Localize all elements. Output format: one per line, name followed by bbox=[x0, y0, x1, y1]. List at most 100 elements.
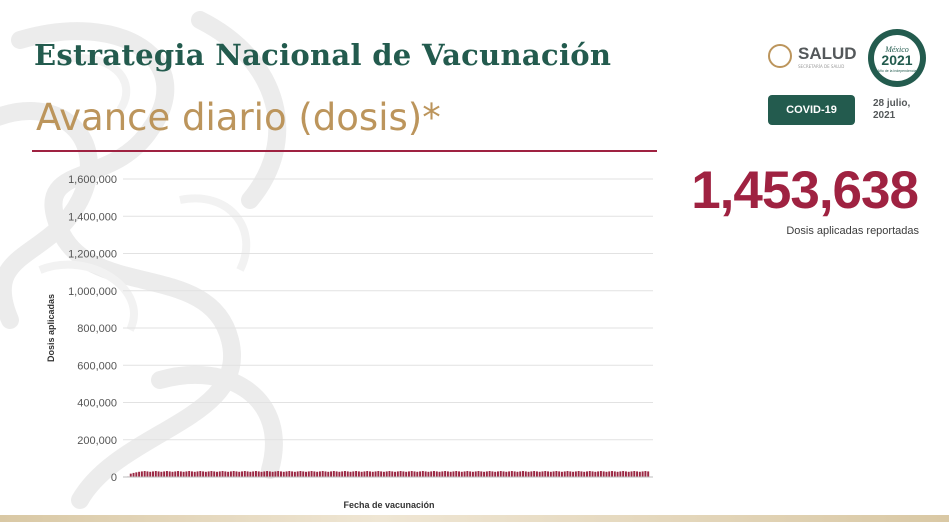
bar bbox=[204, 471, 207, 477]
bar bbox=[249, 471, 252, 477]
bar bbox=[485, 471, 488, 477]
bar bbox=[277, 471, 280, 477]
bar bbox=[349, 471, 352, 477]
bar bbox=[235, 471, 238, 477]
x-axis-label: Fecha de vacunación bbox=[343, 500, 434, 510]
y-tick-label: 600,000 bbox=[77, 360, 117, 372]
bar bbox=[533, 471, 536, 477]
bar bbox=[352, 471, 355, 477]
bar bbox=[160, 471, 163, 477]
bar bbox=[254, 471, 257, 477]
bar bbox=[282, 471, 285, 477]
bar bbox=[330, 471, 333, 477]
bar bbox=[224, 471, 227, 477]
bar bbox=[499, 471, 502, 477]
bar bbox=[274, 471, 277, 477]
bar bbox=[399, 471, 402, 477]
bar bbox=[293, 471, 296, 477]
bar bbox=[549, 471, 552, 477]
bar bbox=[394, 471, 397, 477]
bar bbox=[355, 471, 358, 477]
bar bbox=[466, 471, 469, 477]
bar bbox=[569, 471, 572, 477]
bar bbox=[474, 471, 477, 477]
bar bbox=[435, 471, 438, 477]
bar bbox=[129, 473, 132, 477]
bar bbox=[288, 471, 291, 477]
bar bbox=[619, 471, 622, 477]
bar bbox=[572, 471, 575, 477]
bar bbox=[591, 471, 594, 477]
bar bbox=[455, 471, 458, 477]
bar bbox=[179, 471, 182, 477]
bar bbox=[221, 471, 224, 477]
y-tick-label: 800,000 bbox=[77, 323, 117, 335]
emblem-line1: México bbox=[884, 45, 909, 54]
bar bbox=[246, 471, 249, 477]
bar bbox=[163, 471, 166, 477]
bar bbox=[430, 471, 433, 477]
bar bbox=[149, 471, 152, 477]
bar bbox=[444, 471, 447, 477]
bar bbox=[519, 471, 522, 477]
bar bbox=[385, 471, 388, 477]
bar bbox=[188, 471, 191, 477]
bar bbox=[480, 471, 483, 477]
bar bbox=[152, 471, 154, 477]
bar bbox=[366, 471, 369, 477]
bar bbox=[622, 471, 625, 477]
bar bbox=[508, 471, 511, 477]
covid-badge: COVID-19 bbox=[768, 95, 855, 125]
bar bbox=[207, 471, 210, 477]
bar bbox=[341, 471, 344, 477]
bar bbox=[413, 471, 416, 477]
bar bbox=[227, 471, 230, 477]
bar bbox=[460, 471, 463, 477]
bar bbox=[210, 471, 213, 477]
y-tick-label: 1,000,000 bbox=[68, 286, 117, 298]
bar bbox=[346, 471, 349, 477]
y-axis-label: Dosis aplicadas bbox=[46, 294, 56, 362]
bar bbox=[605, 471, 608, 477]
bar bbox=[588, 471, 591, 477]
bar bbox=[516, 471, 519, 477]
bar bbox=[630, 471, 633, 477]
bar bbox=[185, 471, 188, 477]
bar bbox=[271, 471, 274, 477]
bar bbox=[374, 471, 377, 477]
bar bbox=[157, 471, 160, 477]
bar bbox=[463, 471, 466, 477]
salud-logo: SALUD SECRETARÍA DE SALUD bbox=[768, 44, 860, 72]
bar bbox=[496, 471, 499, 477]
bar bbox=[257, 471, 260, 477]
bar bbox=[154, 471, 157, 477]
bar bbox=[560, 471, 563, 477]
bar bbox=[458, 471, 460, 477]
bar bbox=[636, 471, 639, 477]
mexico-2021-emblem: México 2021 Año de la Independencia bbox=[868, 29, 926, 87]
bar bbox=[243, 471, 246, 477]
bar bbox=[369, 471, 371, 477]
bar bbox=[196, 471, 199, 477]
bar bbox=[427, 471, 430, 477]
bar bbox=[307, 471, 310, 477]
bar bbox=[318, 471, 321, 477]
bar bbox=[441, 471, 444, 477]
bar bbox=[641, 471, 644, 477]
bar bbox=[535, 471, 538, 477]
bar bbox=[202, 471, 205, 477]
bar bbox=[410, 471, 413, 477]
bar bbox=[574, 471, 577, 477]
emblem-line3: Año de la Independencia bbox=[878, 69, 917, 73]
report-date-line1: 28 julio, bbox=[873, 98, 911, 109]
y-tick-label: 200,000 bbox=[77, 435, 117, 447]
background-pattern bbox=[0, 11, 287, 509]
report-date-line2: 2021 bbox=[873, 110, 896, 121]
bar bbox=[182, 471, 185, 477]
bar bbox=[252, 471, 255, 477]
bar bbox=[541, 471, 544, 477]
bar bbox=[522, 471, 524, 477]
bar bbox=[538, 471, 541, 477]
bar bbox=[527, 471, 530, 477]
bar bbox=[452, 471, 455, 477]
